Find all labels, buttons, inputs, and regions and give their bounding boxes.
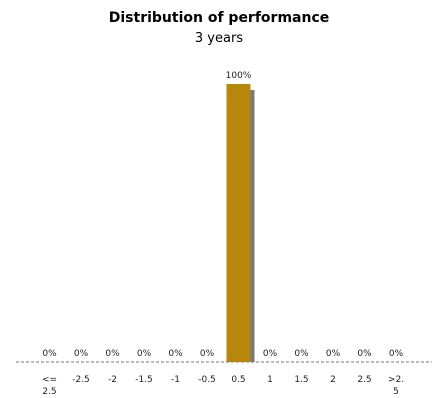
data-label: 0%: [105, 349, 120, 359]
data-label: 0%: [168, 349, 183, 359]
data-label: 0%: [326, 349, 341, 359]
x-tick-label: >2.: [388, 375, 404, 385]
x-tick-label: -2.5: [72, 375, 90, 385]
x-tick-label: 2: [330, 375, 336, 385]
data-label: 0%: [137, 349, 152, 359]
data-label: 0%: [74, 349, 89, 359]
x-tick-label: 1.5: [294, 375, 308, 385]
x-tick-label: -0.5: [198, 375, 216, 385]
x-tick-label: -1: [171, 375, 180, 385]
chart-title: Distribution of performance: [108, 10, 330, 26]
x-tick-label: 2.5: [42, 387, 56, 397]
data-label: 100%: [226, 71, 252, 81]
data-label: 0%: [200, 349, 215, 359]
x-tick-label: <=: [42, 375, 57, 385]
bar: [226, 84, 251, 362]
x-tick-label: 2.5: [357, 375, 371, 385]
x-tick-label: 5: [393, 387, 399, 397]
x-tick-label: -1.5: [135, 375, 153, 385]
x-tick-label: 1: [267, 375, 273, 385]
x-tick-label: -2: [108, 375, 117, 385]
data-label: 0%: [42, 349, 57, 359]
data-label: 0%: [263, 349, 278, 359]
chart-subtitle: 3 years: [194, 31, 244, 46]
data-label: 0%: [389, 349, 404, 359]
data-label: 0%: [294, 349, 309, 359]
x-tick-label: 0.5: [231, 375, 245, 385]
data-label: 0%: [357, 349, 372, 359]
